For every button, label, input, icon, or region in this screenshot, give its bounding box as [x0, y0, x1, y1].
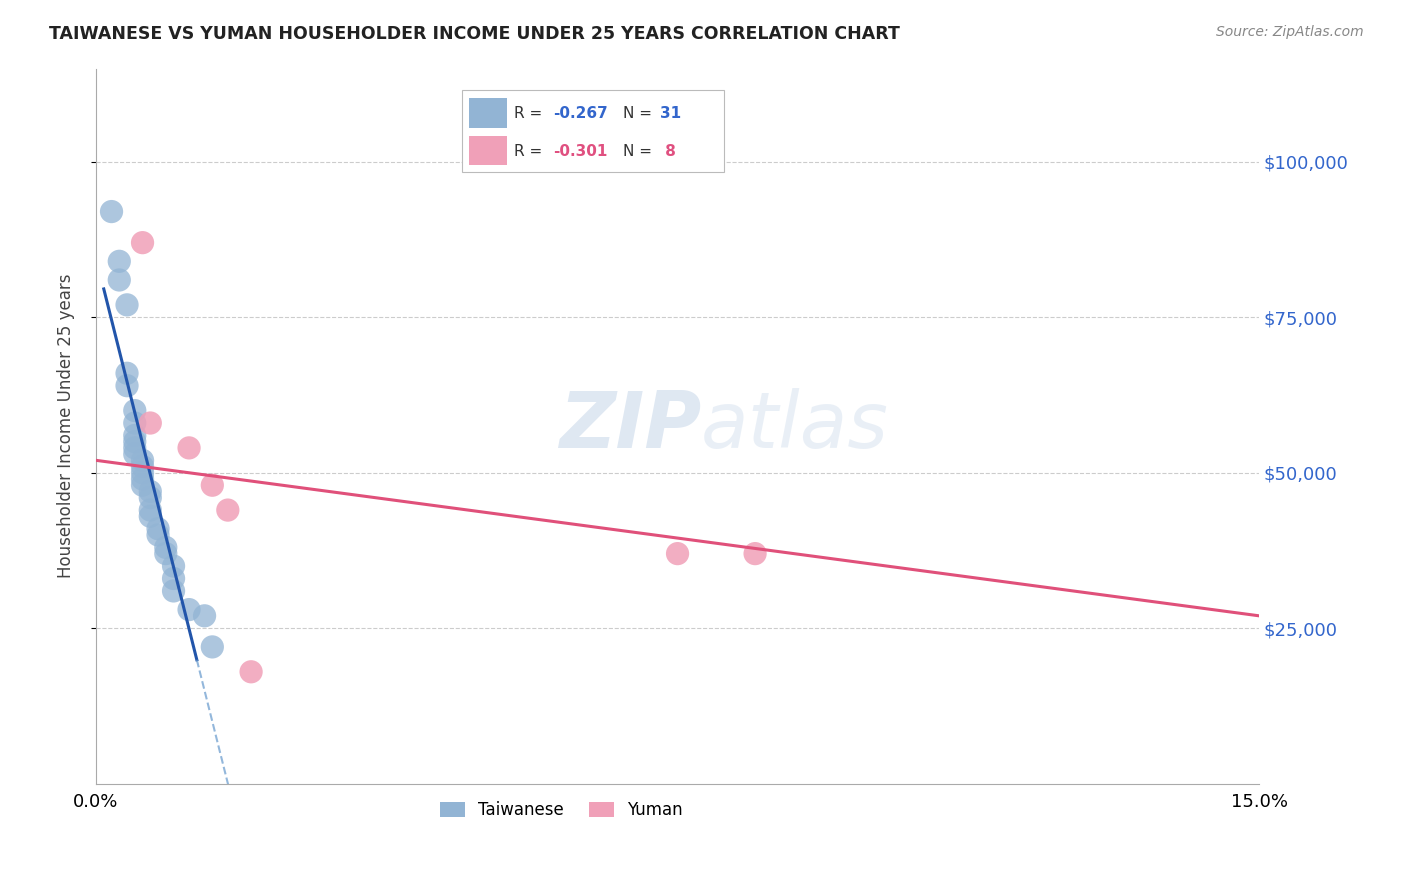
Point: [139, 509, 162, 524]
Point: [115, 366, 138, 380]
Point: [131, 478, 153, 492]
Text: 31: 31: [659, 105, 682, 120]
Text: -0.267: -0.267: [553, 105, 607, 120]
Text: N =: N =: [623, 145, 652, 159]
Point: [139, 491, 162, 505]
Point: [124, 434, 146, 449]
Point: [201, 478, 224, 492]
Point: [131, 466, 153, 480]
Point: [124, 441, 146, 455]
Point: [162, 583, 184, 598]
Point: [124, 428, 146, 442]
Point: [177, 441, 200, 455]
Point: [131, 453, 153, 467]
Point: [744, 547, 766, 561]
Text: Source: ZipAtlas.com: Source: ZipAtlas.com: [1216, 25, 1364, 39]
Point: [131, 459, 153, 474]
Point: [115, 298, 138, 312]
Point: [217, 503, 239, 517]
Point: [162, 572, 184, 586]
Y-axis label: Householder Income Under 25 years: Householder Income Under 25 years: [58, 274, 75, 578]
Point: [193, 608, 215, 623]
Point: [131, 235, 153, 250]
Point: [139, 416, 162, 430]
Text: -0.301: -0.301: [553, 145, 607, 159]
Point: [177, 602, 200, 616]
Point: [124, 447, 146, 461]
Point: [240, 665, 263, 679]
Text: 8: 8: [659, 145, 676, 159]
Point: [155, 547, 177, 561]
Point: [139, 484, 162, 499]
Point: [131, 472, 153, 486]
Point: [155, 541, 177, 555]
Legend: Taiwanese, Yuman: Taiwanese, Yuman: [433, 794, 689, 825]
Text: TAIWANESE VS YUMAN HOUSEHOLDER INCOME UNDER 25 YEARS CORRELATION CHART: TAIWANESE VS YUMAN HOUSEHOLDER INCOME UN…: [49, 25, 900, 43]
Point: [139, 503, 162, 517]
FancyBboxPatch shape: [470, 136, 506, 165]
Point: [108, 254, 131, 268]
Point: [108, 273, 131, 287]
FancyBboxPatch shape: [470, 98, 506, 128]
Text: ZIP: ZIP: [558, 388, 700, 464]
FancyBboxPatch shape: [463, 90, 724, 172]
Point: [162, 559, 184, 574]
Point: [201, 640, 224, 654]
Point: [666, 547, 689, 561]
Text: N =: N =: [623, 105, 652, 120]
Text: R =: R =: [513, 145, 541, 159]
Point: [146, 522, 169, 536]
Text: R =: R =: [513, 105, 541, 120]
Text: atlas: atlas: [700, 388, 889, 464]
Point: [146, 528, 169, 542]
Point: [124, 416, 146, 430]
Point: [100, 204, 122, 219]
Point: [115, 378, 138, 392]
Point: [124, 403, 146, 417]
